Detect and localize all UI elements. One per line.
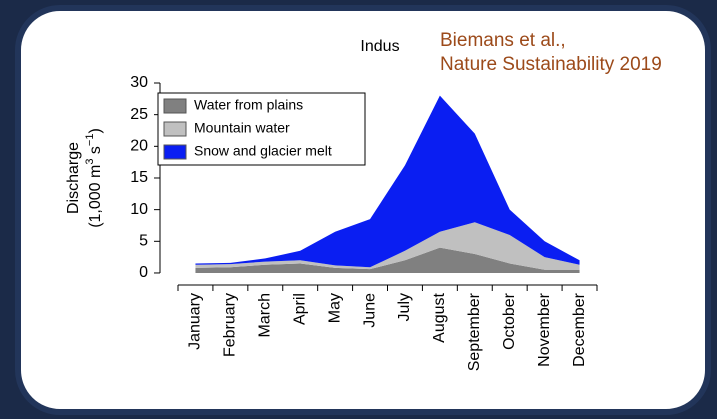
x-tick-label: September — [466, 292, 483, 371]
y-tick-label: 5 — [139, 233, 148, 250]
x-tick-label: March — [257, 293, 274, 337]
x-tick-label: April — [291, 293, 308, 325]
x-tick-label: November — [536, 292, 553, 366]
legend-label: Mountain water — [194, 120, 290, 136]
y-tick-label: 0 — [139, 264, 148, 281]
page: {"chart_data": {"type": "stacked-area", … — [0, 0, 717, 419]
x-tick-label: January — [187, 293, 204, 350]
y-label-part: −1 — [84, 134, 96, 147]
legend-swatch — [164, 122, 186, 136]
annotation: Nature Sustainability 2019 — [440, 54, 662, 75]
legend: Water from plains Mountain water Snow and … — [158, 93, 365, 165]
legend-swatch — [164, 145, 186, 159]
legend-label: Snow and glacier melt — [194, 143, 332, 159]
x-tick-label: July — [396, 293, 413, 321]
y-tick-label: 25 — [130, 106, 148, 123]
y-label-part: ) — [87, 128, 104, 133]
y-label-part: s — [87, 146, 104, 158]
y-tick-label: 30 — [130, 74, 148, 91]
y-tick-label: 20 — [130, 138, 148, 155]
x-tick-label: December — [571, 292, 588, 366]
legend-swatch — [164, 99, 186, 113]
chart: Indus Biemans et al., Nature Sustainabil… — [0, 0, 717, 419]
x-tick-label: May — [326, 293, 343, 323]
x-tick-label: October — [501, 292, 518, 350]
x-tick-label: February — [222, 293, 239, 357]
x-tick-label: June — [361, 293, 378, 328]
annotation: Biemans et al., — [440, 30, 566, 51]
y-tick-label: 15 — [130, 169, 148, 186]
chart-title: Indus — [360, 38, 399, 55]
x-tick-label: August — [431, 292, 448, 342]
y-label-part: (1,000 m — [87, 165, 104, 228]
legend-label: Water from plains — [194, 97, 303, 113]
y-tick-label: 10 — [130, 201, 148, 218]
y-axis-label: Discharge — [65, 142, 82, 214]
